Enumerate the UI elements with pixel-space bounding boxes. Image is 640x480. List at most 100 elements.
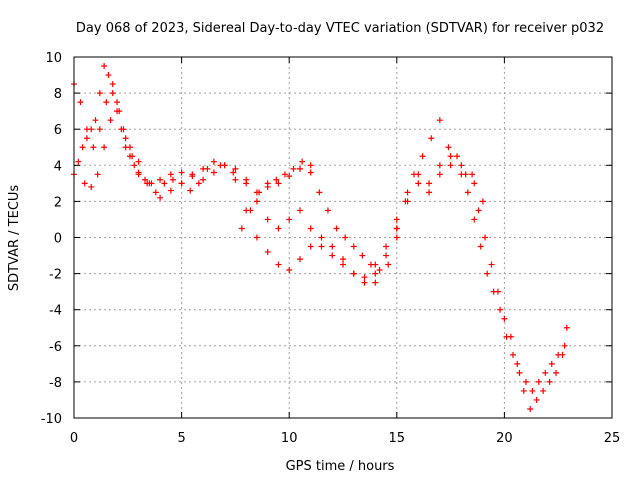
data-point [501, 315, 508, 322]
data-point [81, 180, 88, 187]
data-point [361, 279, 368, 286]
data-point [527, 405, 534, 412]
data-point [264, 216, 271, 223]
y-tick-label: -6 [49, 340, 62, 355]
data-point [299, 158, 306, 165]
data-point [393, 225, 400, 232]
data-point [307, 243, 314, 250]
data-point [419, 153, 426, 160]
data-point [318, 243, 325, 250]
x-tick-label: 0 [70, 431, 78, 446]
data-point [535, 378, 542, 385]
data-point [296, 256, 303, 263]
data-point [230, 169, 237, 176]
y-tick-label: 2 [54, 195, 62, 210]
data-point [404, 189, 411, 196]
data-points [71, 63, 570, 412]
data-point [324, 207, 331, 214]
data-point [296, 165, 303, 172]
series-track-d [238, 117, 486, 273]
data-point [92, 117, 99, 124]
data-point [238, 225, 245, 232]
data-point [426, 180, 433, 187]
data-point [253, 198, 260, 205]
data-point [488, 261, 495, 268]
data-point [161, 180, 168, 187]
data-point [329, 243, 336, 250]
data-point [520, 387, 527, 394]
data-point [415, 180, 422, 187]
data-point [77, 99, 84, 106]
data-point [264, 180, 271, 187]
data-point [275, 180, 282, 187]
data-point [426, 189, 433, 196]
data-point [393, 234, 400, 241]
data-point [490, 288, 497, 295]
y-tick-label: 8 [54, 87, 62, 102]
data-point [447, 153, 454, 160]
data-point [553, 369, 560, 376]
y-tick-label: -4 [49, 304, 62, 319]
data-point [96, 90, 103, 97]
data-point [286, 216, 293, 223]
data-point [114, 99, 121, 106]
data-point [307, 225, 314, 232]
x-tick-label: 25 [604, 431, 621, 446]
data-point [340, 261, 346, 268]
data-point [555, 351, 562, 358]
data-point [561, 342, 568, 349]
data-point [475, 207, 482, 214]
data-point [385, 261, 392, 268]
data-point [376, 266, 383, 273]
data-point [135, 171, 142, 178]
data-point [404, 198, 411, 205]
data-point [210, 169, 217, 176]
data-point [178, 180, 185, 187]
data-point [157, 176, 164, 183]
chart-title: Day 068 of 2023, Sidereal Day-to-day VTE… [76, 21, 604, 36]
data-point [372, 279, 379, 286]
data-point [372, 261, 379, 268]
x-tick-label: 15 [389, 431, 406, 446]
data-point [169, 176, 176, 183]
data-point [329, 252, 336, 259]
data-point [533, 396, 540, 403]
data-point [96, 126, 103, 133]
data-point [275, 261, 282, 268]
data-point [447, 162, 454, 169]
plot-area-border [73, 56, 613, 419]
data-point [232, 165, 239, 172]
data-point [350, 270, 357, 277]
data-point [129, 153, 136, 160]
y-tick-label: -8 [49, 376, 62, 391]
data-point [256, 189, 263, 196]
data-point [88, 183, 95, 190]
data-point [458, 171, 465, 178]
data-point [232, 176, 239, 183]
series-track-e [372, 153, 570, 412]
data-point [479, 198, 486, 205]
data-point [497, 306, 504, 313]
data-point [126, 144, 133, 151]
data-point [157, 194, 164, 201]
data-point [94, 171, 101, 178]
data-point [529, 387, 536, 394]
data-point [146, 180, 153, 187]
data-point [464, 189, 471, 196]
data-point [471, 180, 478, 187]
data-point [79, 144, 86, 151]
data-point [90, 144, 97, 151]
data-point [342, 234, 349, 241]
data-point [195, 180, 202, 187]
data-point [340, 256, 346, 263]
data-point [167, 171, 174, 178]
data-point [75, 158, 82, 165]
data-point [548, 360, 555, 367]
data-point [482, 234, 489, 241]
data-point [454, 153, 461, 160]
data-point [563, 324, 570, 331]
x-tick-label: 20 [496, 431, 513, 446]
data-point [428, 135, 435, 142]
data-point [393, 216, 400, 223]
data-point [516, 369, 523, 376]
